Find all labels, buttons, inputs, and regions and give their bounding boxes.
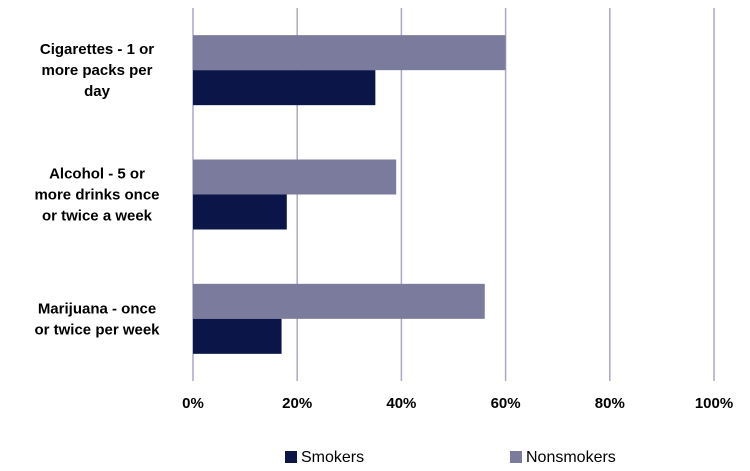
legend: Smokers Nonsmokers	[285, 449, 616, 466]
x-tick-label: 20%	[282, 395, 312, 412]
category-label: Alcohol - 5 or more drinks once or twice a…	[34, 166, 159, 225]
legend-swatch-nonsmokers	[510, 451, 522, 463]
x-tick-label: 40%	[386, 395, 416, 412]
legend-swatch-smokers	[285, 451, 297, 463]
x-tick-label: 0%	[182, 395, 204, 412]
category-label-line: more drinks once	[34, 187, 159, 204]
bar-nonsmokers-0	[193, 35, 506, 71]
x-tick-label: 80%	[595, 395, 625, 412]
legend-label-nonsmokers: Nonsmokers	[526, 449, 616, 466]
x-tick-label: 100%	[695, 395, 733, 412]
bars	[193, 35, 506, 354]
category-label-line: more packs per	[42, 62, 153, 79]
category-labels: Cigarettes - 1 or more packs per day Alcoho…	[34, 41, 160, 338]
category-label-line: day	[84, 83, 111, 100]
category-label-line: or twice per week	[34, 321, 160, 338]
bar-smokers-0	[193, 70, 376, 106]
bar-nonsmokers-1	[193, 159, 397, 195]
bar-smokers-2	[193, 318, 282, 354]
bar-smokers-1	[193, 194, 287, 230]
category-label-line: Alcohol - 5 or	[49, 166, 145, 183]
category-label: Cigarettes - 1 or more packs per day	[40, 41, 154, 100]
category-label: Marijuana - once or twice per week	[34, 300, 160, 338]
legend-label-smokers: Smokers	[301, 449, 364, 466]
bar-nonsmokers-2	[193, 283, 485, 319]
category-label-line: or twice a week	[42, 208, 153, 225]
category-label-line: Marijuana - once	[38, 300, 156, 317]
x-tick-label: 60%	[491, 395, 521, 412]
x-axis-tick-labels: 0% 20% 40% 60% 80% 100%	[182, 395, 733, 412]
category-label-line: Cigarettes - 1 or	[40, 41, 154, 58]
